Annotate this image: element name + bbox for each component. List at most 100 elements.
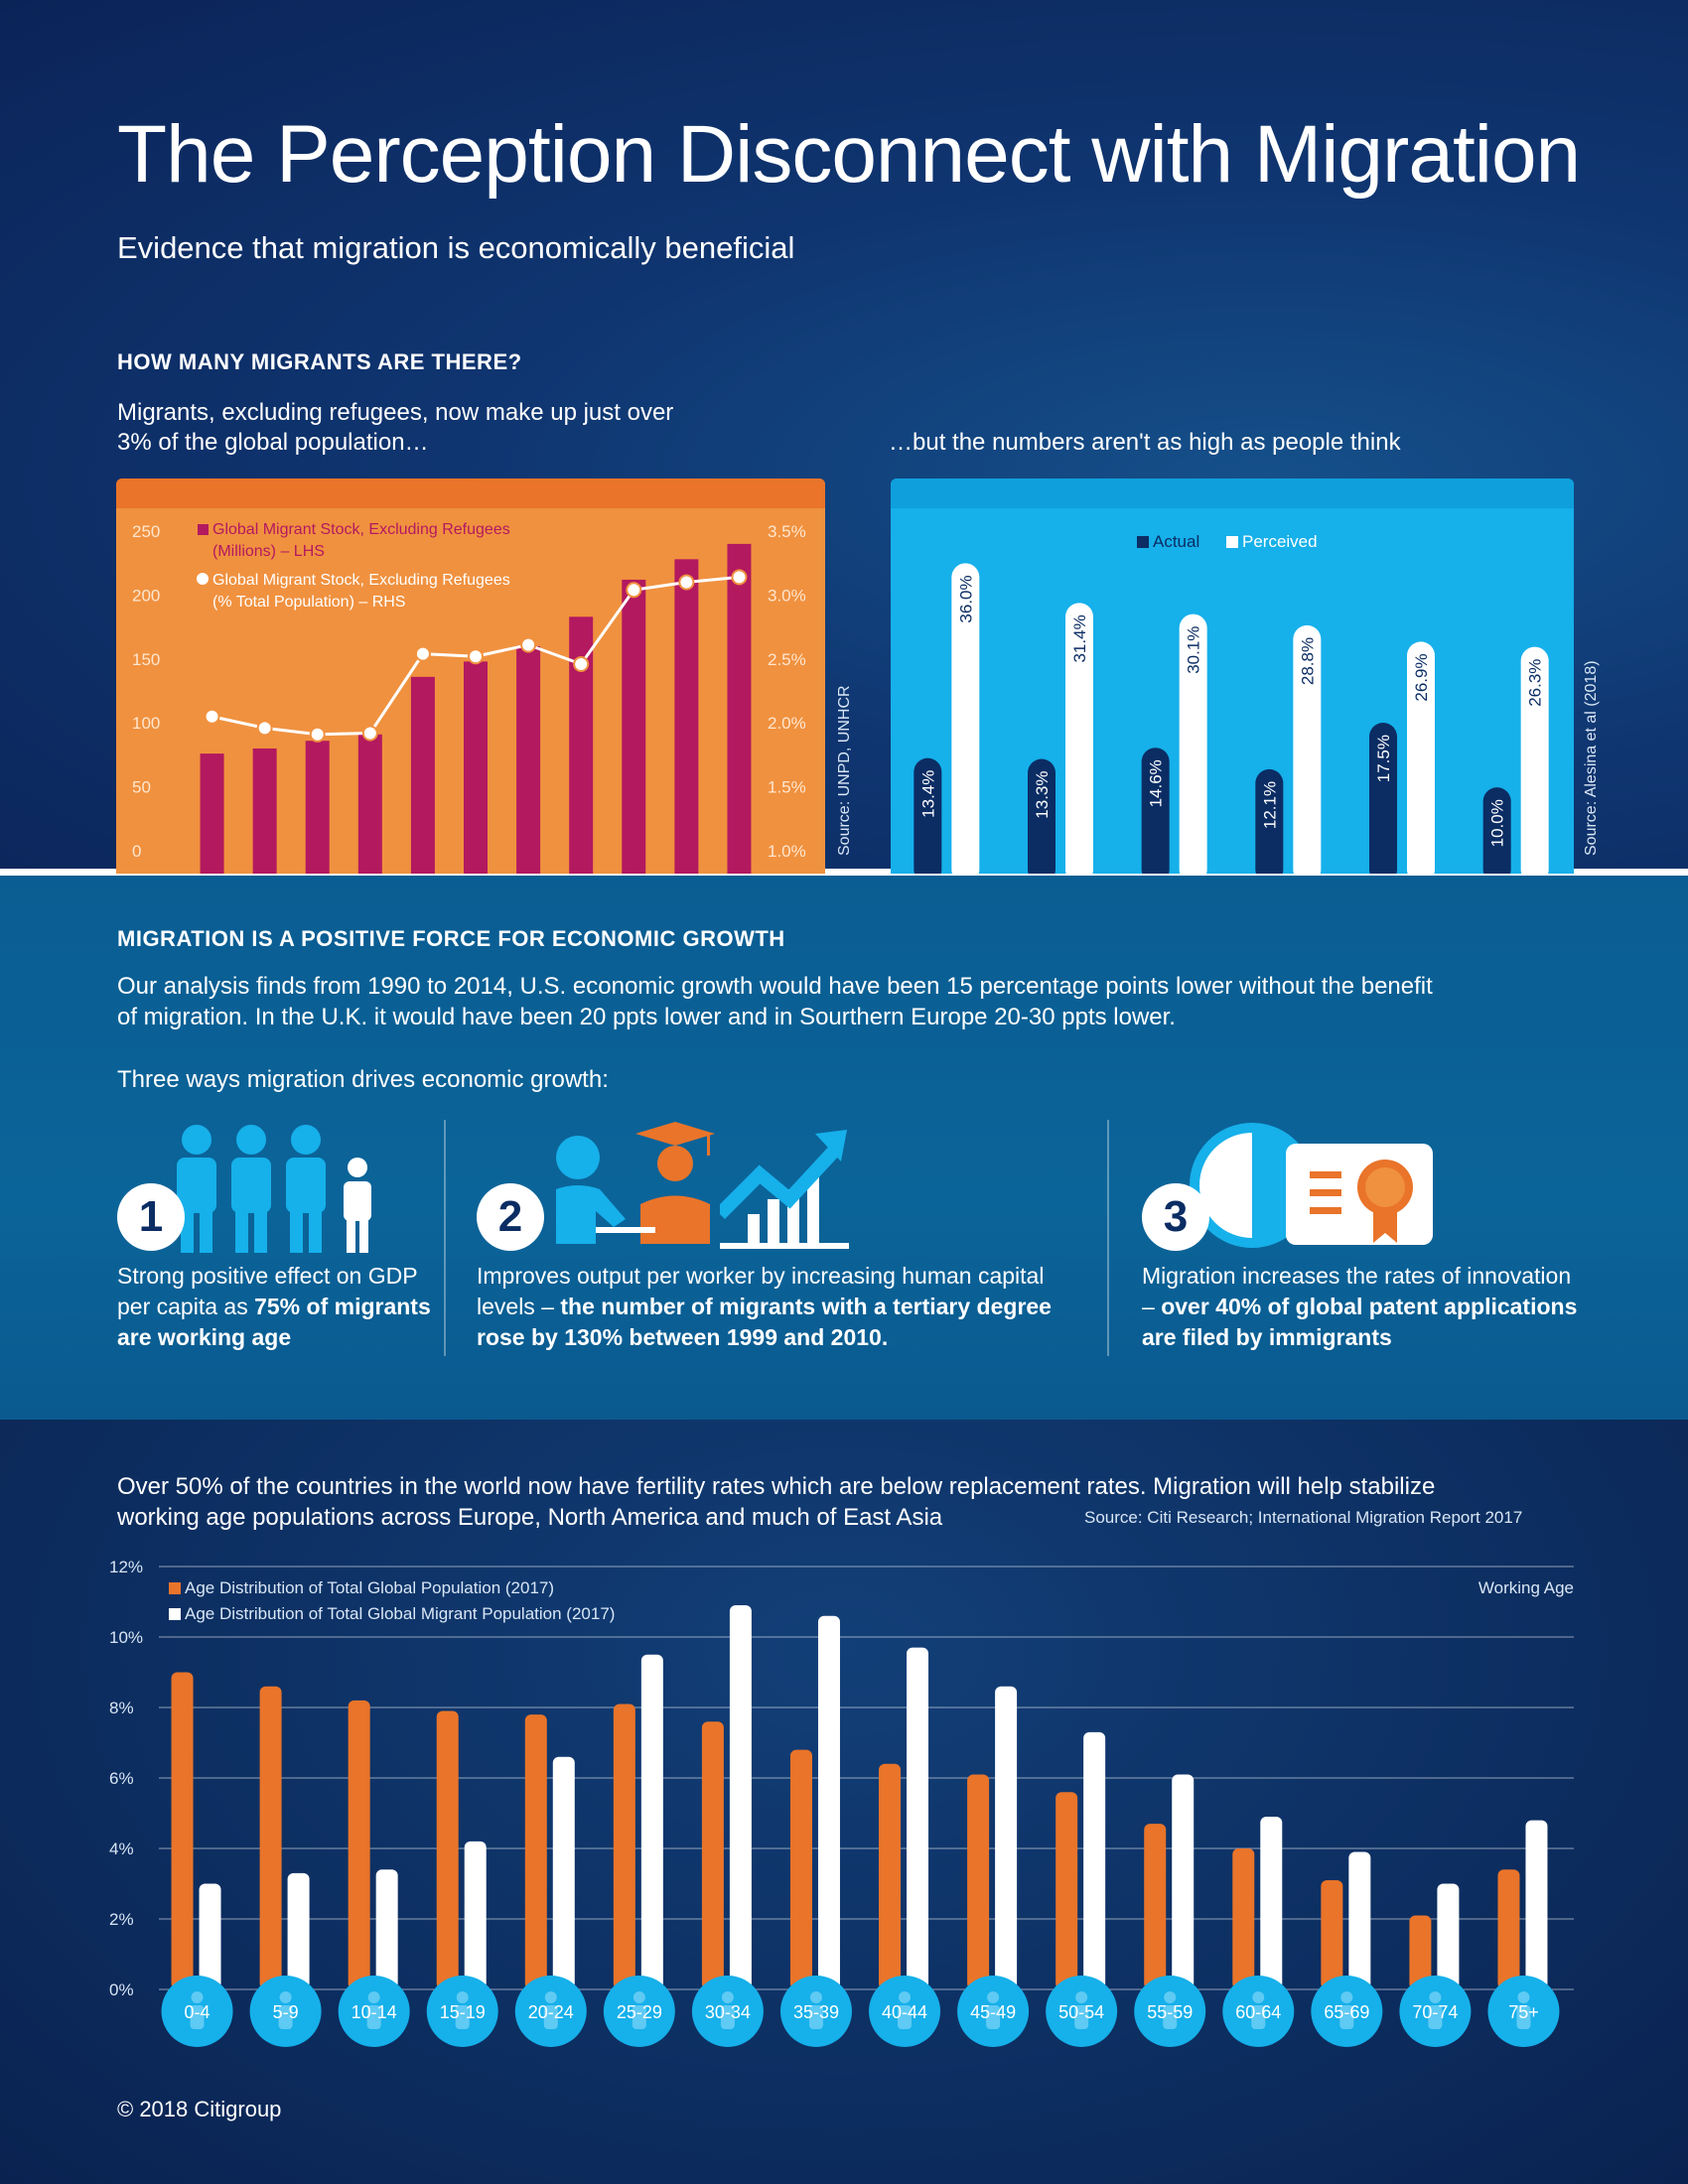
global-population-bar	[701, 1721, 724, 1989]
way-separator-2	[1107, 1120, 1109, 1356]
left-axis-tick-label: 0	[132, 842, 141, 861]
perceived-value-label: 31.4%	[1070, 614, 1089, 662]
copyright-footer: © 2018 Citigroup	[117, 2097, 282, 2121]
person-icon	[455, 2005, 470, 2029]
graduate-icon	[556, 1122, 715, 1244]
migrant-stock-bar	[305, 741, 330, 874]
legend-line-label-line1: Global Migrant Stock, Excluding Refugees	[212, 572, 510, 589]
person-icon	[279, 1991, 292, 2003]
way-2-number: 2	[477, 1183, 544, 1251]
legend-global-label: Age Distribution of Total Global Populat…	[185, 1578, 554, 1597]
way-3-bold-text: over 40% of global patent applications a…	[1142, 1294, 1578, 1350]
y-axis-tick-label: 8%	[109, 1699, 134, 1717]
person-icon	[278, 2005, 293, 2029]
right-axis-tick-label: 1.5%	[768, 778, 806, 797]
migrant-population-bar	[640, 1654, 663, 1989]
migrant-share-point	[414, 645, 431, 662]
global-population-bar	[789, 1749, 812, 1989]
age-group-label: 15-19	[440, 2002, 486, 2022]
migrant-share-point	[361, 725, 378, 742]
legend-line-swatch	[197, 573, 209, 585]
migrant-stock-bar	[252, 748, 277, 874]
right-axis-tick-label: 3.5%	[768, 522, 806, 541]
perceived-bar	[1179, 614, 1207, 874]
way-2-bold-text: the number of migrants with a tertiary d…	[477, 1294, 1052, 1350]
legend-actual-label: Actual	[1153, 532, 1199, 551]
age-group-label: 40-44	[882, 2002, 927, 2022]
way-1-bold-text: 75% of migrants are working age	[117, 1294, 431, 1350]
perception-chart: USA13.4%36.0%GBR13.3%31.4%GER14.6%30.1%F…	[914, 484, 1549, 874]
actual-bar	[1482, 787, 1511, 874]
migrant-share-point	[204, 708, 220, 725]
migrant-share-point	[520, 636, 537, 653]
legend-actual-swatch	[1137, 536, 1149, 548]
person-icon	[190, 2005, 205, 2029]
way-1-normal-text: Strong positive effect on GDP per capita…	[117, 1263, 418, 1319]
people-icon	[177, 1125, 371, 1253]
age-group-label: 5-9	[273, 2002, 299, 2022]
perceived-bar	[1520, 646, 1549, 874]
actual-value-label: 14.6%	[1147, 759, 1166, 807]
actual-bar	[1369, 723, 1397, 874]
section3-text-line1: Over 50% of the countries in the world n…	[117, 1473, 1436, 1500]
way-separator-1	[444, 1120, 446, 1356]
perception-chart-panel: USA13.4%36.0%GBR13.3%31.4%GER14.6%30.1%F…	[891, 478, 1574, 874]
person-icon	[366, 2005, 381, 2029]
section1-left-text-line2: 3% of the global population…	[117, 429, 429, 456]
actual-value-label: 10.0%	[1488, 799, 1507, 847]
age-group-label: 55-59	[1147, 2002, 1193, 2022]
global-population-bar	[967, 1774, 990, 1989]
section3-source: Source: Citi Research; International Mig…	[1084, 1508, 1523, 1527]
global-population-bar	[259, 1686, 282, 1989]
person-icon	[367, 1991, 380, 2003]
global-population-bar	[1055, 1792, 1078, 1989]
section3-text-line2: working age populations across Europe, N…	[117, 1504, 943, 1531]
migrant-population-bar	[1172, 1774, 1195, 1989]
right-axis-tick-label: 1.0%	[768, 842, 806, 861]
left-axis-tick-label: 150	[132, 650, 160, 669]
global-population-bar	[1232, 1848, 1255, 1989]
migrant-share-point	[256, 720, 273, 737]
y-axis-tick-label: 6%	[109, 1769, 134, 1788]
age-group-label: 70-74	[1412, 2002, 1458, 2022]
way-1-text: Strong positive effect on GDP per capita…	[117, 1261, 435, 1353]
actual-value-label: 12.1%	[1260, 781, 1279, 829]
right-axis-tick-label: 2.0%	[768, 714, 806, 733]
person-icon	[1517, 1991, 1530, 2003]
migrant-population-bar	[1525, 1820, 1548, 1989]
person-icon	[899, 1991, 912, 2003]
person-icon	[1251, 2005, 1266, 2029]
migrant-stock-chart: 0501001502002501.0%1.5%2.0%2.5%3.0%3.5%'…	[132, 486, 806, 874]
growth-arrow-icon	[720, 1130, 849, 1249]
global-population-bar	[879, 1763, 902, 1989]
age-group-label: 65-69	[1324, 2002, 1369, 2022]
migrant-population-bar	[995, 1686, 1018, 1989]
legend-perceived-label: Perceived	[1242, 532, 1318, 551]
migrant-population-bar	[552, 1756, 575, 1989]
age-group-label: 45-49	[970, 2002, 1016, 2022]
section2-text-line2: of migration. In the U.K. it would have …	[117, 1004, 1176, 1030]
migrant-stock-bar	[516, 645, 541, 874]
perceived-value-label: 26.9%	[1412, 653, 1431, 701]
migrant-population-bar	[1083, 1731, 1106, 1989]
section-divider	[0, 869, 1688, 876]
age-group-label: 25-29	[617, 2002, 662, 2022]
perceived-bar	[1407, 641, 1435, 874]
age-group-label: 30-34	[705, 2002, 751, 2022]
global-population-bar	[524, 1714, 547, 1989]
person-icon	[544, 1991, 557, 2003]
left-axis-tick-label: 100	[132, 714, 160, 733]
y-axis-tick-label: 10%	[109, 1628, 143, 1647]
actual-value-label: 13.4%	[918, 770, 937, 818]
person-icon	[456, 1991, 469, 2003]
section1-left-text-line1: Migrants, excluding refugees, now make u…	[117, 399, 674, 426]
person-icon	[1429, 1991, 1442, 2003]
person-icon	[720, 2005, 735, 2029]
way-3-number: 3	[1142, 1183, 1209, 1251]
y-axis-tick-label: 2%	[109, 1910, 134, 1929]
person-icon	[633, 1991, 645, 2003]
global-population-bar	[1497, 1869, 1520, 1989]
age-group-label: 50-54	[1058, 2002, 1104, 2022]
perceived-bar	[1065, 603, 1093, 874]
migrant-stock-bar	[622, 579, 646, 874]
